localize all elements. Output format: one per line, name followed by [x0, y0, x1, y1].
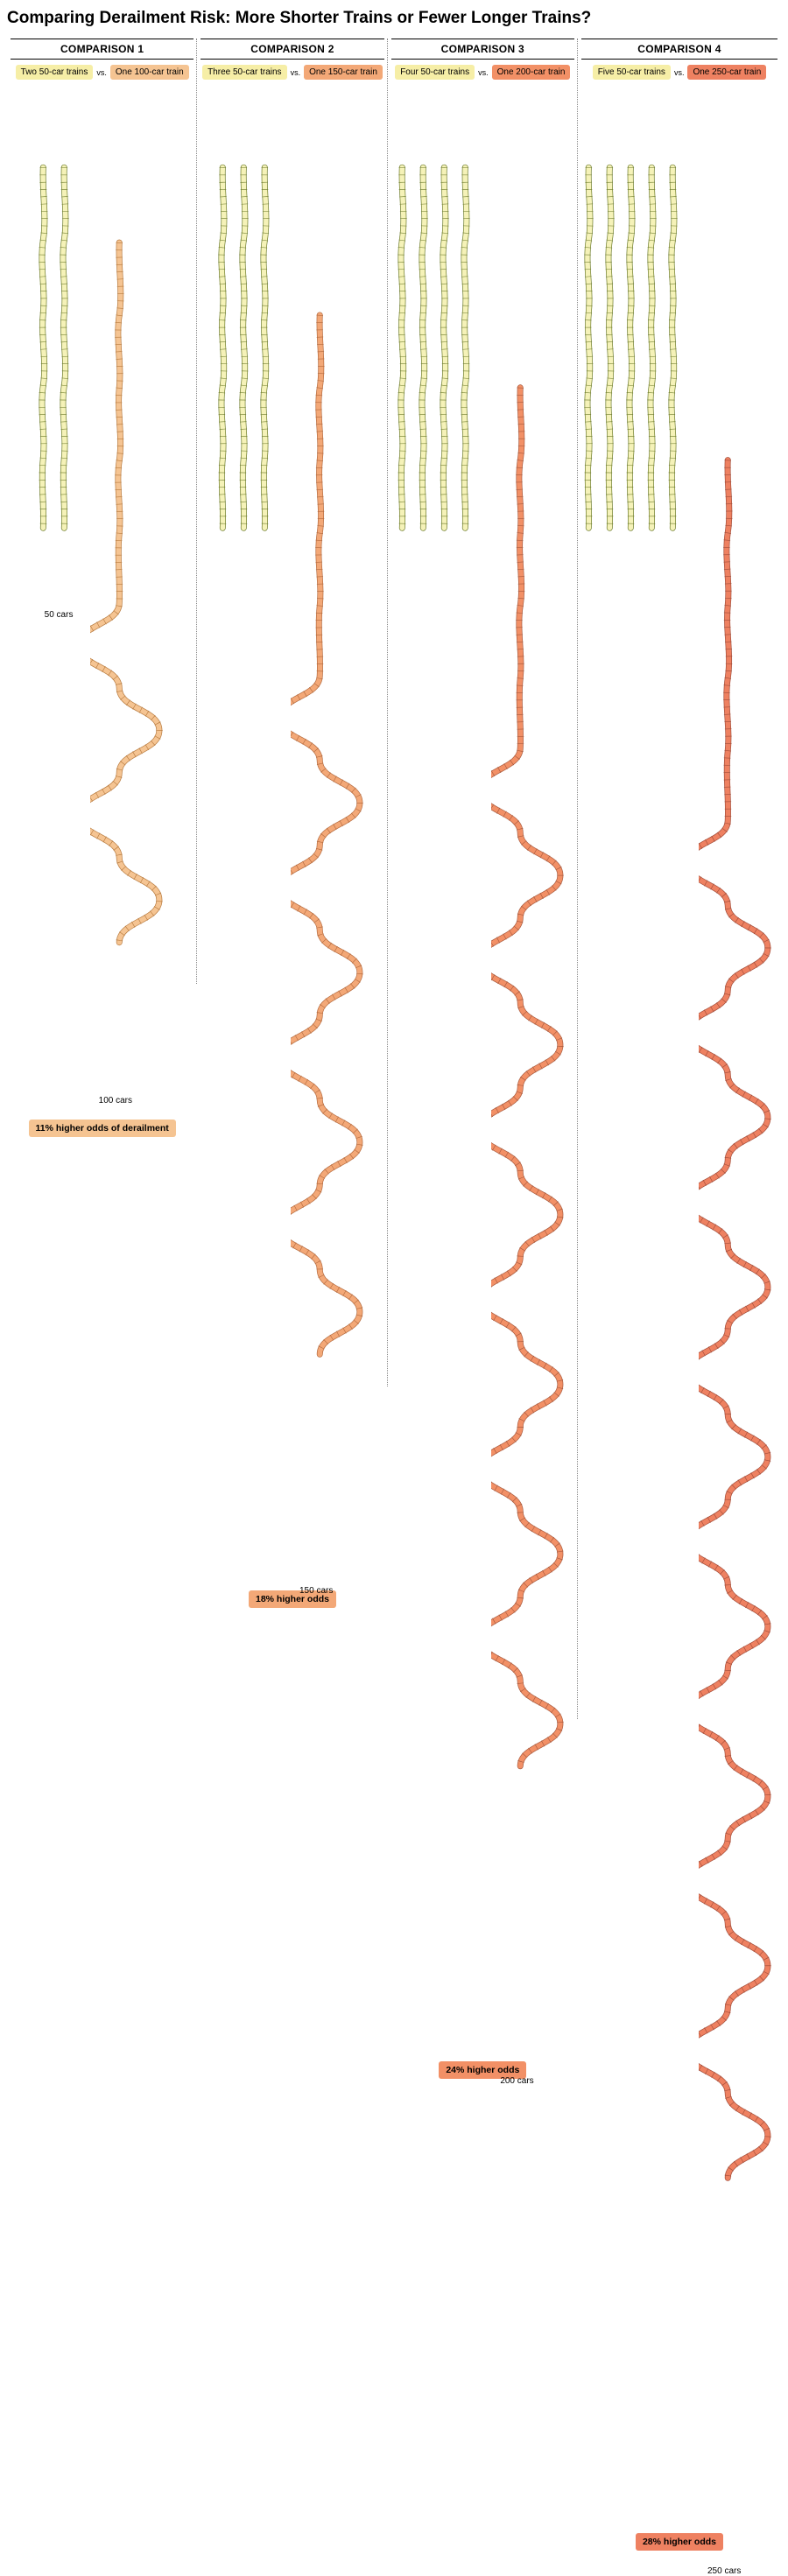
- comparison-column: COMPARISON 3 Four 50-car trainsvs.One 200…: [388, 39, 578, 2079]
- comparison-column: COMPARISON 4 Five 50-car trainsvs.One 250…: [578, 39, 781, 2551]
- short-train-pill: Four 50-car trains: [395, 65, 475, 80]
- short-train: [416, 87, 432, 612]
- column-heading: COMPARISON 2: [201, 39, 383, 60]
- short-train: [236, 87, 252, 612]
- long-train: 200 cars: [491, 87, 570, 2042]
- pair-labels: Five 50-car trainsvs.One 250-car train: [581, 65, 777, 80]
- long-train: 150 cars: [291, 87, 369, 1571]
- vs-label: vs.: [478, 68, 489, 77]
- short-train-pill: Five 50-car trains: [593, 65, 671, 80]
- trains-row: 50 cars 100 cars: [11, 87, 193, 1100]
- short-train: [644, 87, 660, 612]
- short-train-pill: Three 50-car trains: [202, 65, 286, 80]
- column-heading: COMPARISON 3: [391, 39, 574, 60]
- short-train: [437, 87, 453, 612]
- pair-labels: Three 50-car trains vs.One 150-car train: [201, 65, 383, 80]
- comparison-grid: COMPARISON 1Two 50-car trainsvs.One 100-…: [7, 39, 781, 2551]
- long-car-count-label: 200 cars: [500, 2076, 533, 2086]
- short-train: [257, 87, 273, 612]
- short-train: [215, 87, 231, 612]
- short-train: [57, 87, 73, 612]
- comparison-column: COMPARISON 2 Three 50-car trains vs.One 15…: [197, 39, 387, 1608]
- pair-labels: Two 50-car trainsvs.One 100-car train: [11, 65, 193, 80]
- odds-badge: 11% higher odds of derailment: [29, 1120, 176, 1137]
- short-train: 50 cars: [36, 87, 52, 612]
- short-train: [581, 87, 597, 612]
- long-train-pill: One 150-car train: [304, 65, 383, 80]
- column-heading: COMPARISON 4: [581, 39, 777, 60]
- short-train-pill: Two 50-car trains: [16, 65, 94, 80]
- short-train: [458, 87, 474, 612]
- vs-label: vs.: [96, 68, 107, 77]
- pair-labels: Four 50-car trainsvs.One 200-car train: [391, 65, 574, 80]
- page-title: Comparing Derailment Risk: More Shorter …: [7, 9, 781, 28]
- comparison-column: COMPARISON 1 Two 50-car trainsvs.One 100-…: [7, 39, 197, 1137]
- long-train-pill: One 200-car train: [492, 65, 571, 80]
- odds-badge: 28% higher odds: [636, 2533, 723, 2551]
- vs-label: vs.: [291, 68, 301, 77]
- short-train: [623, 87, 639, 612]
- long-train-pill: One 100-car train: [110, 65, 189, 80]
- long-train: 250 cars: [699, 87, 777, 2514]
- trains-row: 200 cars: [391, 87, 574, 2042]
- vs-label: vs.: [674, 68, 685, 77]
- short-train: [602, 87, 618, 612]
- column-heading: COMPARISON 1: [11, 39, 193, 60]
- long-car-count-label: 100 cars: [99, 1096, 132, 1106]
- long-train-pill: One 250-car train: [687, 65, 766, 80]
- short-train: [395, 87, 411, 612]
- long-train: 100 cars: [90, 87, 169, 1100]
- long-car-count-label: 150 cars: [299, 1586, 333, 1596]
- trains-row: 150 cars: [201, 87, 383, 1571]
- trains-row: 250 cars: [581, 87, 777, 2514]
- short-train: [665, 87, 681, 612]
- long-car-count-label: 250 cars: [707, 2566, 741, 2576]
